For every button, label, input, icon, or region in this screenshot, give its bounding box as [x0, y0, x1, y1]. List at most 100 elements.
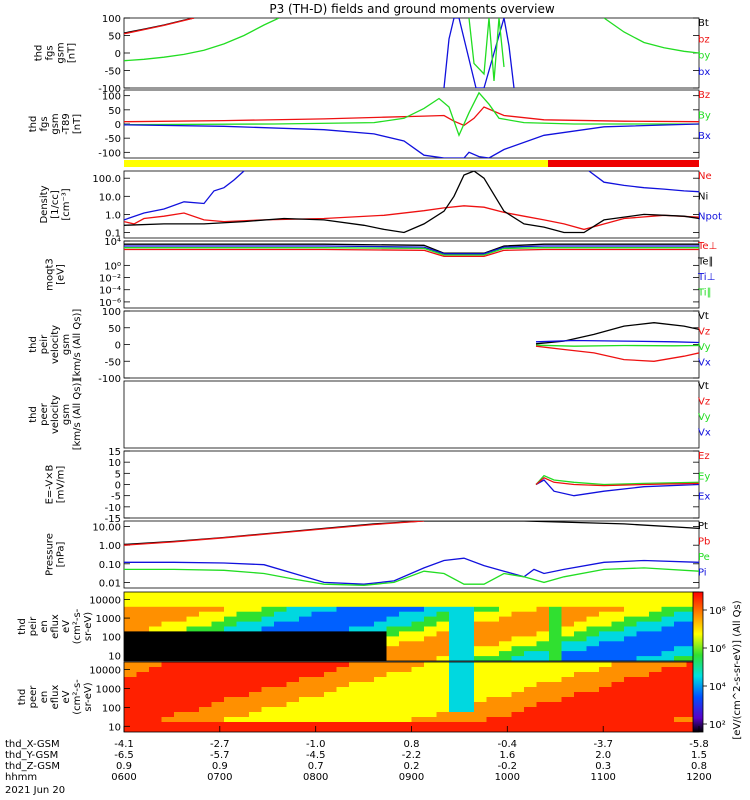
spectrogram-cell: [649, 662, 662, 668]
spectrogram-cell: [424, 592, 437, 598]
spectrogram-cell: [436, 662, 450, 668]
spectrogram-cell: [586, 667, 600, 673]
spectrogram-cell: [586, 606, 600, 613]
spectrogram-cell: [424, 672, 437, 678]
spectrogram-cell: [349, 601, 362, 608]
spectrogram-cell: [211, 611, 225, 618]
legend-label: Vx: [698, 428, 711, 439]
spectrogram-cell: [449, 727, 462, 732]
spectrogram-cell: [324, 656, 337, 661]
spectrogram-cell: [424, 707, 437, 713]
spectrogram-cell: [486, 672, 500, 678]
spectrogram-cell: [649, 641, 662, 647]
spectrogram-cell: [649, 727, 662, 732]
spectrogram-cell: [324, 631, 337, 637]
spectrogram-cell: [274, 601, 287, 608]
spectrogram-cell: [249, 636, 262, 642]
spectrogram-cell: [386, 606, 400, 613]
spectrogram-cell: [511, 687, 525, 693]
spectrogram-cell: [549, 636, 562, 642]
spectrogram-cell: [561, 592, 575, 598]
spectrogram-cell: [124, 641, 137, 647]
spectrogram-cell: [474, 601, 487, 608]
spectrogram-cell: [574, 646, 587, 652]
spectrogram-cell: [474, 682, 487, 688]
spectrogram-cell: [474, 656, 487, 661]
spectrogram-cell: [261, 687, 275, 693]
spectrogram-cell: [649, 687, 662, 693]
spectrogram-cell: [461, 682, 475, 688]
spectrogram-cell: [374, 596, 387, 603]
spectrogram-cell: [274, 702, 287, 708]
spectrogram-cell: [211, 702, 225, 708]
spectrogram-cell: [324, 687, 337, 693]
time-axis-value: 1200: [686, 772, 711, 783]
time-axis-value: 0.2: [404, 761, 420, 772]
panel-ylabel-line: [eV]: [56, 264, 67, 285]
spectrogram-cell: [324, 616, 337, 622]
spectrogram-cell: [674, 646, 687, 652]
spectrogram-cell: [611, 707, 625, 713]
time-axis-value: -0.2: [498, 761, 518, 772]
spectrogram-cell: [474, 667, 487, 673]
spectrogram-cell: [136, 626, 150, 632]
spectrogram-cell: [199, 722, 212, 728]
panel-ylabel-line: [nT]: [67, 43, 78, 63]
spectrogram-cell: [386, 672, 400, 678]
spectrogram-cell: [311, 697, 325, 703]
spectrogram-cell: [399, 667, 412, 673]
spectrogram-cell: [211, 697, 225, 703]
spectrogram-cell: [499, 656, 512, 661]
spectrogram-cell: [399, 636, 412, 642]
spectrogram-cell: [486, 727, 500, 732]
spectrogram-cell: [274, 611, 287, 618]
series-line: [535, 477, 699, 487]
spectrogram-cell: [349, 717, 362, 723]
spectrogram-cell: [361, 606, 375, 613]
spectrogram-cell: [474, 596, 487, 603]
spectrogram-cell: [261, 631, 275, 637]
spectrogram-cell: [461, 596, 475, 603]
legend-label: bz: [698, 34, 710, 45]
spectrogram-cell: [549, 667, 562, 673]
spectrogram-cell: [499, 651, 512, 657]
spectrogram-cell: [149, 692, 162, 698]
spectrogram-cell: [549, 641, 562, 647]
spectrogram-cell: [624, 651, 637, 657]
spectrogram-cell: [286, 672, 300, 678]
spectrogram-cell: [624, 687, 637, 693]
spectrogram-cell: [149, 702, 162, 708]
y-tick-label: 0: [115, 49, 121, 60]
spectrogram-cell: [549, 722, 562, 728]
spectrogram-cell: [636, 697, 650, 703]
spectrogram-cell: [586, 592, 600, 598]
spectrogram-cell: [261, 592, 275, 598]
spectrogram-cell: [249, 596, 262, 603]
spectrogram-cell: [411, 651, 425, 657]
spectrogram-cell: [199, 672, 212, 678]
spectrogram-cell: [324, 697, 337, 703]
spectrogram-cell: [424, 596, 437, 603]
spectrogram-cell: [649, 712, 662, 718]
spectrogram-cell: [286, 682, 300, 688]
spectrogram-cell: [224, 717, 237, 723]
spectrogram-cell: [311, 646, 325, 652]
spectrogram-cell: [649, 692, 662, 698]
spectrogram-cell: [524, 692, 537, 698]
spectrogram-cell: [361, 641, 375, 647]
time-axis-row-label: thd_Z-GSM: [5, 761, 60, 772]
spectrogram-cell: [649, 667, 662, 673]
spectrogram-cell: [399, 702, 412, 708]
spectrogram-cell: [474, 672, 487, 678]
spectrogram-cell: [499, 592, 512, 598]
panel-moments-density: 100.0 10.0 1.0 0.1 Ne Ni Npot Density [1/cc] [cm⁻…: [39, 170, 722, 240]
spectrogram-cell: [149, 662, 162, 668]
spectrogram-cell: [136, 631, 150, 637]
spectrogram-cell: [374, 606, 387, 613]
spectrogram-cell: [211, 722, 225, 728]
spectrogram-cell: [261, 702, 275, 708]
spectrogram-cell: [424, 641, 437, 647]
spectrogram-cell: [236, 641, 250, 647]
panel-ylabel-line: E=-V×B: [45, 464, 56, 504]
spectrogram-cell: [499, 662, 512, 668]
